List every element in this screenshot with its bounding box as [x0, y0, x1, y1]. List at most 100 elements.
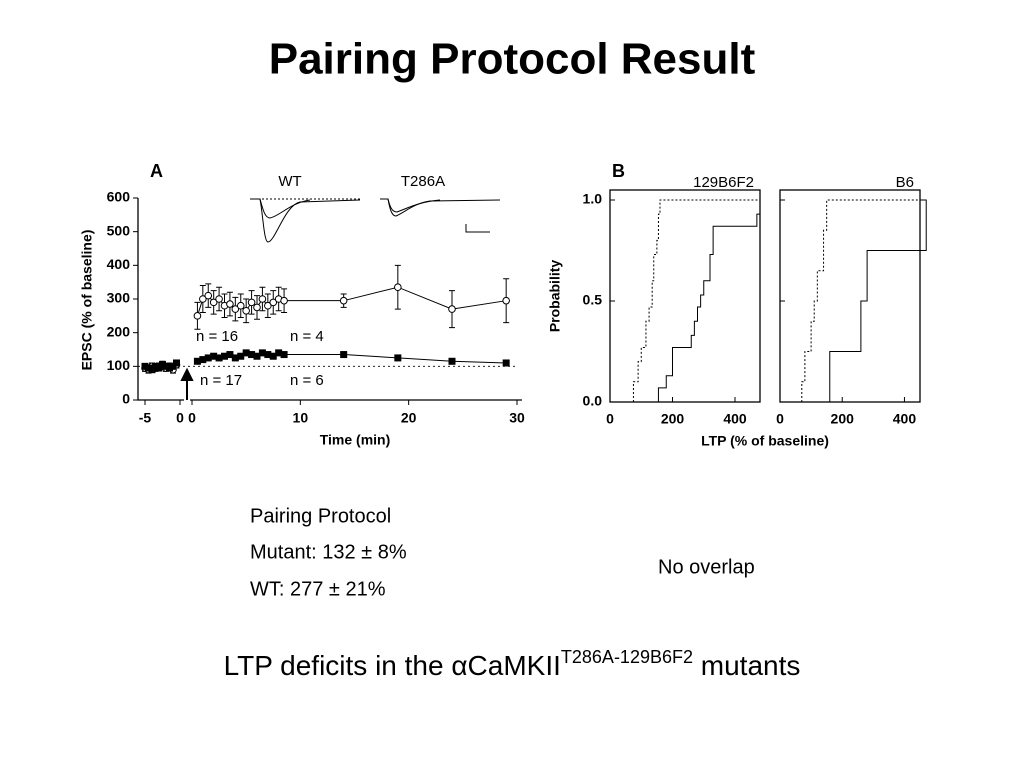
caption-superscript: T286A-129B6F2 — [561, 647, 693, 667]
panel-subtitle: 129B6F2 — [693, 174, 754, 191]
caption-tail: mutants — [693, 650, 800, 681]
data-point — [193, 357, 201, 365]
x-tick-label: 400 — [893, 411, 917, 427]
pairing-arrow — [180, 367, 194, 400]
x-tick-label: 400 — [723, 411, 747, 427]
axis — [137, 198, 522, 401]
data-point — [199, 295, 207, 303]
x-tick-label: 0 — [776, 411, 784, 427]
x-tick-label: 30 — [509, 410, 525, 426]
data-point — [242, 349, 250, 357]
x-tick-label: 20 — [401, 410, 417, 426]
data-point — [280, 351, 288, 359]
data-point — [242, 306, 250, 315]
y-tick-label: 300 — [107, 290, 131, 306]
x-tick-label: 200 — [661, 411, 685, 427]
axis-label: Time (min) — [320, 432, 391, 448]
trace-label: WT — [278, 173, 301, 190]
data-point — [204, 291, 213, 300]
data-point — [173, 359, 180, 367]
trace — [250, 198, 361, 243]
data-point — [264, 351, 272, 359]
y-tick-label: 0 — [122, 391, 130, 407]
caption: LTP deficits in the αCaMKIIT286A-129B6F2… — [224, 647, 801, 682]
cumulative-step — [801, 199, 920, 402]
x-tick-label: 0 — [606, 411, 614, 427]
cumulative-step — [657, 200, 761, 402]
data-point — [236, 301, 245, 310]
trace — [259, 198, 311, 219]
data-point — [340, 351, 348, 359]
plot-frame — [779, 189, 921, 403]
data-point — [226, 300, 234, 308]
panel-label: B — [612, 161, 625, 181]
cumulative-step — [632, 199, 760, 402]
axis-label: LTP (% of baseline) — [701, 433, 829, 449]
data-point — [269, 352, 277, 360]
trace — [380, 198, 501, 217]
data-point — [253, 303, 261, 312]
data-point — [275, 349, 283, 357]
x-tick-label: 0 — [176, 410, 184, 426]
data-point — [237, 352, 245, 360]
data-point — [247, 298, 256, 307]
data-point — [210, 352, 218, 360]
data-point — [231, 305, 240, 313]
data-point — [264, 301, 272, 310]
annotation: n = 4 — [290, 328, 324, 345]
panel-label: A — [150, 161, 163, 181]
data-point — [280, 296, 288, 305]
inset-traces — [250, 198, 501, 243]
data-point — [394, 283, 402, 292]
y-tick-label: 0.5 — [583, 292, 603, 308]
data-point — [215, 295, 223, 303]
y-tick-label: 0.0 — [583, 393, 603, 409]
y-tick-label: 600 — [107, 189, 131, 205]
annotation: n = 6 — [290, 372, 324, 389]
data-point — [221, 352, 228, 360]
axis-label: EPSC (% of baseline) — [79, 230, 95, 371]
data-point — [231, 354, 239, 362]
y-tick-label: 100 — [107, 357, 131, 373]
data-point — [502, 296, 510, 305]
x-tick-label: 10 — [293, 410, 309, 426]
note: Pairing Protocol — [250, 505, 391, 527]
data-point — [258, 295, 267, 303]
data-point — [339, 296, 348, 305]
data-point — [502, 359, 510, 367]
data-point — [269, 298, 278, 307]
y-tick-label: 500 — [107, 222, 131, 238]
trace-label: T286A — [401, 173, 445, 190]
cumulative-step — [829, 199, 927, 402]
data-point — [193, 312, 202, 320]
x-tick-label: 0 — [188, 410, 196, 426]
caption-text: LTP deficits in the αCaMKII — [224, 650, 561, 681]
data-point — [248, 351, 256, 359]
annotation: n = 16 — [196, 328, 238, 345]
note: Mutant: 132 ± 8% — [250, 541, 407, 563]
data-point — [199, 356, 207, 364]
data-point — [209, 298, 218, 307]
data-point — [448, 357, 456, 365]
y-tick-label: 400 — [107, 256, 131, 272]
x-tick-label: 200 — [831, 411, 855, 427]
data-point — [226, 351, 234, 359]
note: WT: 277 ± 21% — [250, 578, 386, 600]
data-point — [204, 354, 212, 362]
scale-bar — [465, 224, 490, 233]
side-note: No overlap — [658, 556, 755, 578]
plot-frame — [609, 189, 761, 403]
y-tick-label: 1.0 — [583, 191, 603, 207]
trace — [387, 198, 441, 213]
annotation: n = 17 — [200, 372, 242, 389]
data-point — [394, 354, 402, 362]
data-point — [258, 349, 266, 357]
data-point — [253, 352, 261, 360]
data-point — [215, 354, 223, 362]
slide-title: Pairing Protocol Result — [269, 35, 756, 84]
panel-subtitle: B6 — [896, 174, 914, 191]
x-tick-label: -5 — [139, 410, 152, 426]
axis-label: Probability — [547, 260, 563, 333]
data-point — [448, 305, 456, 313]
